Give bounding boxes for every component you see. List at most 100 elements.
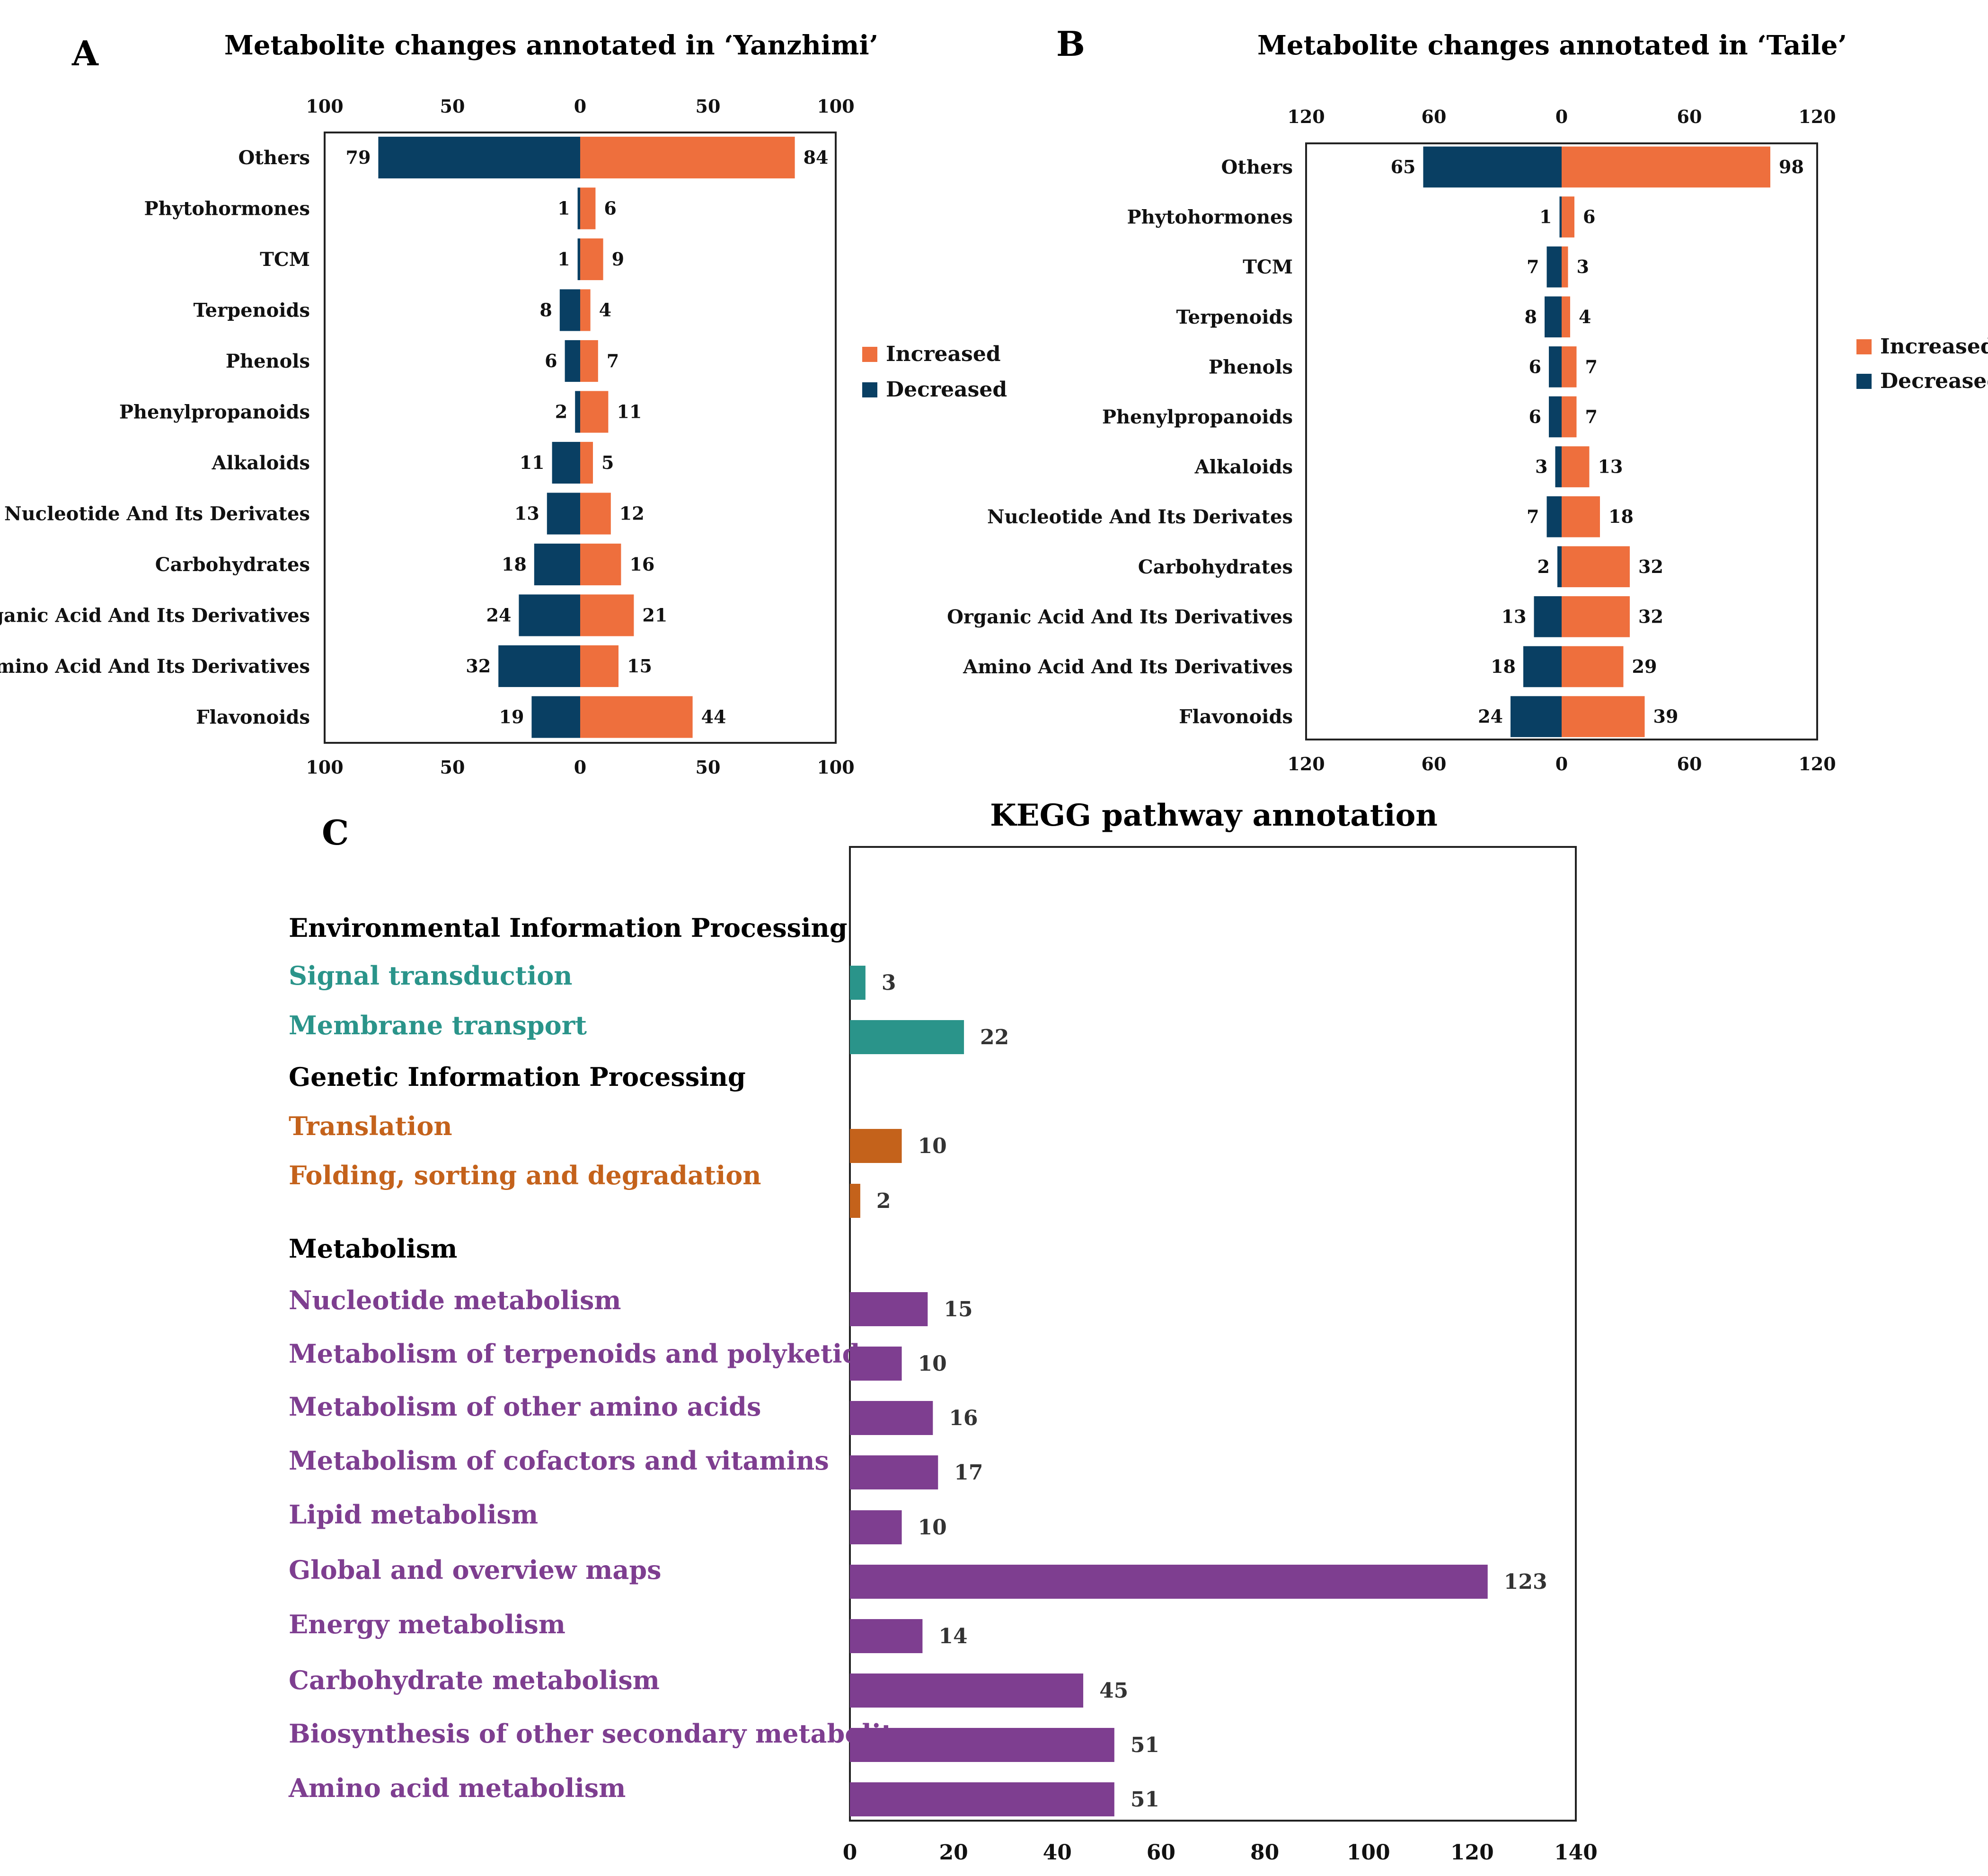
panel-a-label-decreased-phenylpropanoids: 2 — [555, 401, 567, 423]
panel-b-bar-increased-phenols — [1562, 346, 1577, 388]
kegg-heading-metabolism: Metabolism — [289, 1233, 457, 1264]
panel-c-tick-2: 40 — [1043, 1841, 1072, 1865]
panel-b-category-phenylpropanoids: Phenylpropanoids — [1102, 406, 1293, 428]
panel-c-tick-5: 100 — [1347, 1841, 1390, 1865]
panel-b-bar-decreased-others — [1423, 146, 1562, 188]
panel-a-bar-increased-others — [580, 136, 795, 179]
panel-b-categories: Others Phytohormones TCM Terpenoids Phenols P… — [947, 156, 1293, 728]
kegg-value-folding-sorting-and-degradation: 2 — [876, 1189, 891, 1213]
panel-b-label-decreased-phenols: 6 — [1529, 356, 1541, 377]
panel-letter-c: C — [322, 812, 349, 853]
panel-a-bar-decreased-phenylpropanoids — [575, 391, 580, 433]
panel-a-bar-increased-phytohormones — [580, 187, 596, 229]
panel-letter-b: B — [1056, 24, 1085, 64]
panel-b-label-increased-flavonoids: 39 — [1653, 706, 1679, 727]
panel-b-category-others: Others — [1221, 156, 1293, 178]
kegg-label-metabolism-of-terpenoids-and-polyketides: Metabolism of terpenoids and polyketides — [289, 1339, 891, 1369]
panel-c-tick-0: 0 — [843, 1841, 857, 1865]
kegg-heading-genetic-information-processing: Genetic Information Processing — [289, 1062, 746, 1092]
legend-b-increased-label: Increased — [1880, 335, 1988, 359]
panel-b-tick-bottom-2: 0 — [1555, 753, 1568, 775]
panel-b-label-increased-amino-acid-and-its-derivatives: 29 — [1632, 656, 1657, 677]
kegg-label-biosynthesis-of-other-secondary-metabolites: Biosynthesis of other secondary metaboli… — [289, 1718, 924, 1749]
panel-a-bar-decreased-organic-acid-and-its-derivatives — [519, 594, 580, 636]
panel-a-label-increased-tcm: 9 — [612, 248, 624, 270]
panel-a-label-increased-alkaloids: 5 — [601, 452, 614, 473]
panel-a-label-increased-organic-acid-and-its-derivatives: 21 — [642, 605, 667, 626]
panel-b-label-decreased-nucleotide-and-its-derivates: 7 — [1527, 506, 1539, 527]
panel-letter-a: A — [71, 33, 99, 73]
panel-b-tick-top-1: 60 — [1422, 106, 1447, 127]
kegg-bar-biosynthesis-of-other-secondary-metabolites — [850, 1728, 1114, 1762]
kegg-label-translation: Translation — [289, 1111, 452, 1141]
panel-b-label-increased-tcm: 3 — [1577, 256, 1589, 277]
kegg-bar-signal-transduction — [850, 966, 866, 1000]
panel-b-category-flavonoids: Flavonoids — [1179, 706, 1293, 728]
panel-a-label-increased-flavonoids: 44 — [701, 706, 726, 728]
panel-b-legend: Increased Decreased — [1856, 335, 1988, 393]
panel-b-ticks: 120 120 60 60 0 0 60 60 120 120 — [1287, 106, 1836, 775]
panel-b-bar-decreased-amino-acid-and-its-derivatives — [1523, 646, 1562, 687]
panel-b-tick-top-3: 60 — [1677, 106, 1702, 127]
panel-b-bar-increased-amino-acid-and-its-derivatives — [1562, 646, 1624, 687]
kegg-value-energy-metabolism: 14 — [938, 1624, 967, 1648]
panel-b-label-decreased-amino-acid-and-its-derivatives: 18 — [1491, 656, 1516, 677]
panel-a-bar-decreased-alkaloids — [552, 441, 580, 484]
panel-b-bar-decreased-phenols — [1549, 346, 1562, 388]
panel-b-tick-top-0: 120 — [1287, 106, 1325, 127]
panel-b-tick-top-2: 0 — [1555, 106, 1568, 127]
panel-a-bar-decreased-phytohormones — [577, 187, 580, 229]
legend-a-increased-label: Increased — [886, 342, 1001, 366]
kegg-value-metabolism-of-cofactors-and-vitamins: 17 — [954, 1461, 983, 1485]
panel-a-chart: Metabolite changes annotated in ‘Yanzhim… — [0, 30, 1007, 778]
panel-a-tick-bottom-1: 50 — [440, 757, 465, 778]
panel-c-tick-4: 80 — [1250, 1841, 1279, 1865]
legend-a-decreased-label: Decreased — [886, 378, 1007, 402]
panel-b-label-increased-phenols: 7 — [1585, 356, 1598, 377]
panel-c-tick-7: 140 — [1554, 1841, 1598, 1865]
panel-b-category-tcm: TCM — [1243, 256, 1293, 278]
kegg-value-global-and-overview-maps: 123 — [1504, 1570, 1547, 1594]
panel-a-bar-decreased-tcm — [577, 238, 580, 281]
panel-b-label-decreased-alkaloids: 3 — [1535, 456, 1547, 477]
panel-b-label-decreased-phytohormones: 1 — [1539, 206, 1552, 228]
panel-b-label-decreased-flavonoids: 24 — [1478, 706, 1503, 727]
kegg-label-signal-transduction: Signal transduction — [289, 960, 573, 991]
panel-a-bar-increased-alkaloids — [580, 441, 593, 484]
panel-b-bar-increased-nucleotide-and-its-derivates — [1562, 496, 1600, 537]
panel-b-bar-decreased-nucleotide-and-its-derivates — [1546, 496, 1562, 537]
panel-c-plot-frame — [849, 846, 1577, 1822]
panel-b-label-increased-nucleotide-and-its-derivates: 18 — [1608, 506, 1634, 527]
panel-b-category-terpenoids: Terpenoids — [1176, 306, 1293, 328]
panel-c-title: KEGG pathway annotation — [990, 798, 1438, 833]
panel-a-label-decreased-phytohormones: 1 — [557, 198, 570, 219]
panel-b-label-decreased-tcm: 7 — [1527, 256, 1539, 277]
panel-a-bar-decreased-amino-acid-and-its-derivatives — [498, 645, 580, 687]
panel-b-label-increased-carbohydrates: 32 — [1638, 556, 1663, 577]
panel-a-bar-increased-flavonoids — [580, 696, 693, 738]
panel-b-bar-decreased-organic-acid-and-its-derivatives — [1534, 596, 1562, 637]
panel-a-category-carbohydrates: Carbohydrates — [155, 554, 310, 576]
kegg-value-signal-transduction: 3 — [882, 971, 896, 995]
panel-b-bar-increased-terpenoids — [1562, 296, 1570, 338]
kegg-bar-folding-sorting-and-degradation — [850, 1184, 860, 1218]
panel-b-label-increased-others: 98 — [1779, 156, 1804, 177]
panel-b-tick-bottom-1: 60 — [1422, 753, 1447, 775]
panel-a-label-decreased-carbohydrates: 18 — [502, 554, 527, 575]
kegg-bar-amino-acid-metabolism — [850, 1782, 1114, 1816]
kegg-bar-carbohydrate-metabolism — [850, 1673, 1084, 1708]
panel-a-label-decreased-organic-acid-and-its-derivatives: 24 — [486, 605, 512, 626]
panel-a-label-increased-phytohormones: 6 — [604, 198, 616, 219]
kegg-label-metabolism-of-other-amino-acids: Metabolism of other amino acids — [289, 1392, 761, 1422]
panel-b-bar-increased-tcm — [1562, 246, 1568, 288]
panel-b-label-decreased-others: 65 — [1391, 156, 1416, 177]
panel-c-bars: 3 22 10 2 15 10 16 17 10 123 14 45 51 51 — [850, 966, 1547, 1816]
panel-a-label-increased-amino-acid-and-its-derivatives: 15 — [627, 655, 652, 677]
panel-b-label-increased-terpenoids: 4 — [1579, 306, 1591, 327]
panel-a-label-decreased-tcm: 1 — [557, 248, 570, 270]
panel-a-tick-top-1: 50 — [440, 96, 465, 117]
panel-b-tick-bottom-0: 120 — [1287, 753, 1325, 775]
panel-a-bar-increased-phenylpropanoids — [580, 391, 609, 433]
panel-b-bar-decreased-alkaloids — [1555, 446, 1562, 487]
